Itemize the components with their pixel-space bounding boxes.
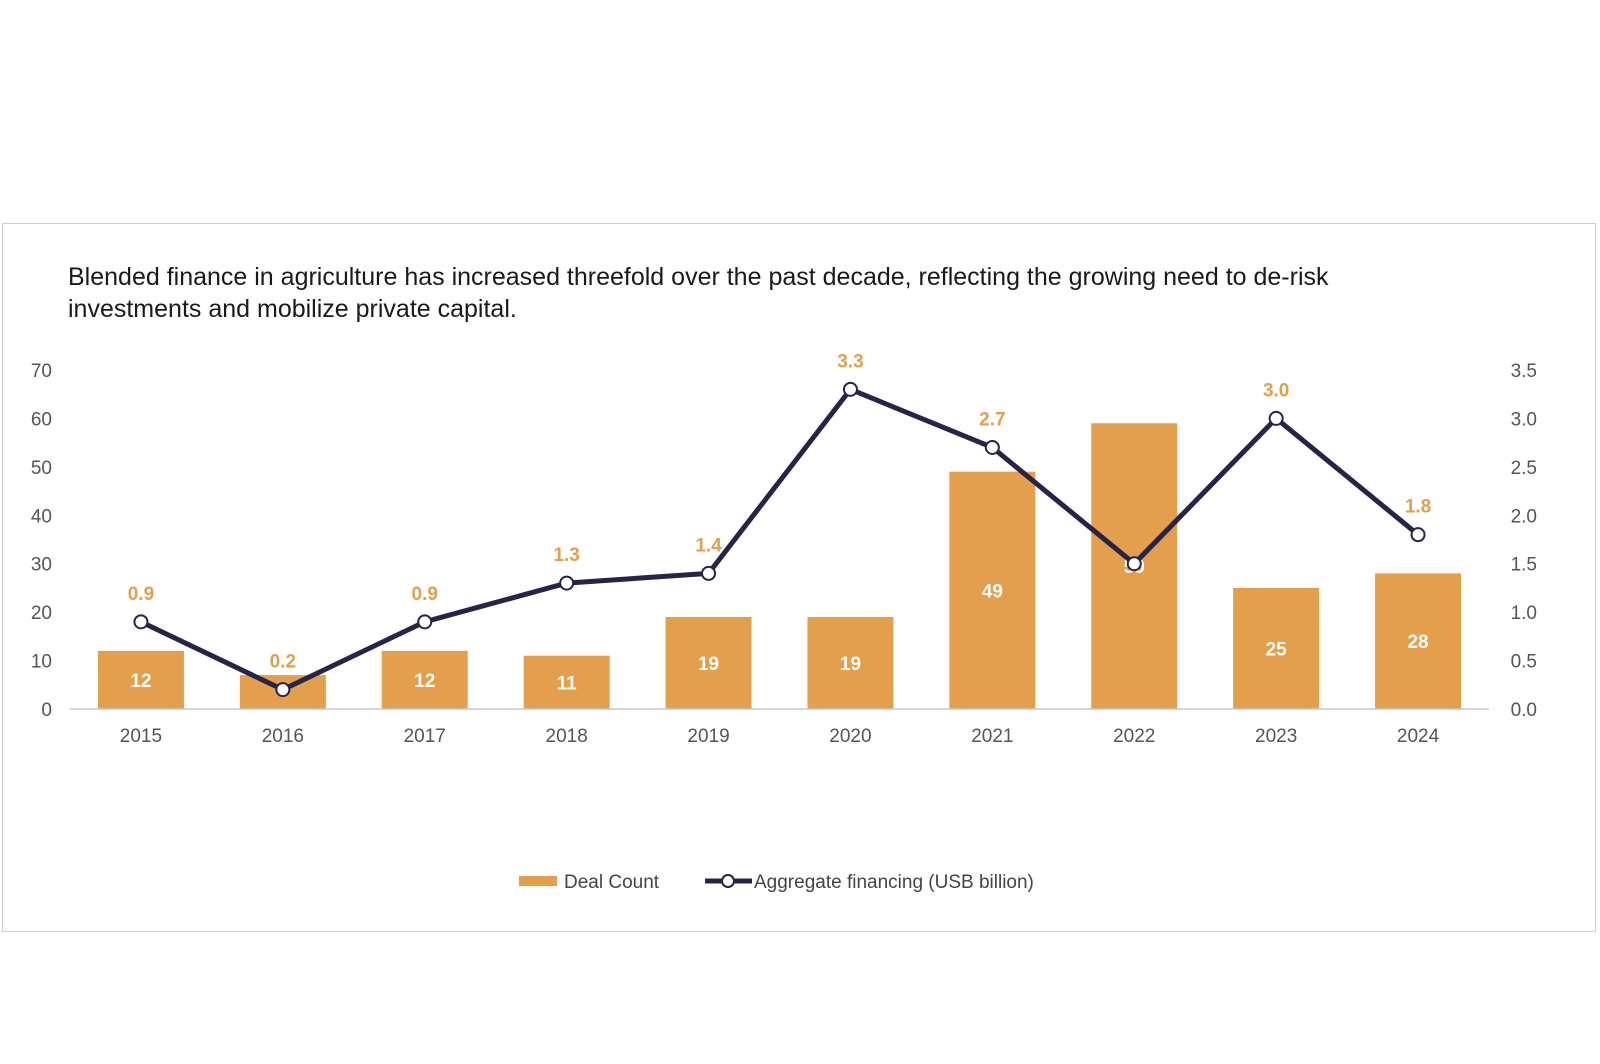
line-path bbox=[138, 386, 1421, 693]
right-y-tick-label: 3.5 bbox=[1511, 361, 1537, 382]
line-point-2020 bbox=[842, 381, 858, 397]
line-point-2015 bbox=[133, 614, 149, 630]
right-y-tick-label: 0.0 bbox=[1511, 700, 1537, 721]
right-y-tick-label: 2.5 bbox=[1511, 458, 1537, 479]
right-y-tick-label: 0.5 bbox=[1511, 652, 1537, 673]
line-series bbox=[133, 381, 1426, 698]
line-data-label: 0.2 bbox=[270, 652, 296, 673]
bar-2023 bbox=[1233, 587, 1320, 709]
bar-2024 bbox=[1375, 573, 1462, 709]
right-y-tick-label: 3.0 bbox=[1511, 409, 1537, 430]
bar-data-label: 12 bbox=[414, 671, 435, 692]
x-tick-label: 2024 bbox=[1397, 726, 1440, 747]
line-data-label: 2.7 bbox=[979, 409, 1005, 430]
x-tick-label: 2021 bbox=[971, 726, 1013, 747]
line-point-2023 bbox=[1268, 410, 1284, 426]
bar-data-label: 25 bbox=[1266, 639, 1288, 660]
legend-swatch-marker bbox=[721, 874, 735, 888]
x-tick-label: 2023 bbox=[1255, 726, 1297, 747]
x-tick-label: 2019 bbox=[687, 726, 729, 747]
legend-swatch-deal-count bbox=[519, 876, 557, 886]
bar-2020 bbox=[807, 616, 894, 709]
line-data-label: 3.3 bbox=[837, 351, 863, 372]
line-data-label: 3.0 bbox=[1263, 380, 1289, 401]
line-data-label: 1.8 bbox=[1405, 497, 1431, 518]
bar-data-label: 12 bbox=[130, 671, 151, 692]
bar-2021 bbox=[949, 471, 1036, 709]
legend: Deal Count Aggregate financing (USB bill… bbox=[519, 872, 1034, 893]
right-y-axis: 0.0 0.5 1.0 1.5 2.0 2.5 3.0 3.5 bbox=[1511, 361, 1537, 721]
bar-2019 bbox=[665, 616, 752, 709]
left-y-tick-label: 40 bbox=[31, 506, 52, 527]
left-y-tick-label: 10 bbox=[31, 652, 52, 673]
line-data-label: 1.3 bbox=[553, 545, 579, 566]
x-tick-label: 2016 bbox=[262, 726, 304, 747]
legend-label-aggregate-financing: Aggregate financing (USB billion) bbox=[754, 872, 1034, 893]
bar-series bbox=[97, 423, 1462, 709]
line-data-label: 0.9 bbox=[128, 584, 154, 605]
legend-label-deal-count: Deal Count bbox=[564, 872, 660, 893]
line-point-2022 bbox=[1126, 556, 1142, 572]
bar-data-label: 11 bbox=[557, 673, 578, 694]
x-tick-label: 2018 bbox=[546, 726, 588, 747]
line-point-2017 bbox=[417, 614, 433, 630]
left-y-axis: 0 10 20 30 40 50 60 70 bbox=[31, 361, 52, 721]
bar-2018 bbox=[523, 655, 610, 709]
bar-data-label: 49 bbox=[982, 581, 1003, 602]
bar-data-label: 19 bbox=[698, 654, 719, 675]
bar-2015 bbox=[97, 650, 184, 709]
x-axis: 2015 2016 2017 2018 2019 2020 2021 2022 2023 2024 bbox=[120, 726, 1440, 747]
left-y-tick-label: 30 bbox=[31, 555, 52, 576]
chart-title: Blended finance in agriculture has incre… bbox=[68, 263, 1329, 323]
x-tick-label: 2017 bbox=[404, 726, 446, 747]
right-y-tick-label: 2.0 bbox=[1511, 506, 1537, 527]
line-point-2016 bbox=[275, 682, 291, 698]
line-point-2018 bbox=[559, 575, 575, 591]
line-point-2021 bbox=[984, 439, 1000, 455]
x-tick-label: 2015 bbox=[120, 726, 162, 747]
line-data-label: 1.4 bbox=[695, 535, 722, 556]
line-data-label: 0.9 bbox=[412, 584, 438, 605]
left-y-tick-label: 50 bbox=[31, 458, 52, 479]
left-y-tick-label: 60 bbox=[31, 409, 52, 430]
bar-data-label: 28 bbox=[1407, 632, 1428, 653]
right-y-tick-label: 1.5 bbox=[1511, 555, 1537, 576]
line-point-2019 bbox=[701, 565, 717, 581]
left-y-tick-label: 70 bbox=[31, 361, 52, 382]
chart-frame bbox=[2, 223, 1596, 932]
bar-data-label: 19 bbox=[840, 654, 861, 675]
line-point-2024 bbox=[1410, 527, 1426, 543]
left-y-tick-label: 20 bbox=[31, 603, 52, 624]
x-tick-label: 2022 bbox=[1113, 726, 1155, 747]
line-data-labels: 0.9 0.2 0.9 1.3 1.4 3.3 2.7 3.0 1.8 bbox=[128, 351, 1432, 672]
bar-2017 bbox=[381, 650, 468, 709]
x-tick-label: 2020 bbox=[829, 726, 871, 747]
right-y-tick-label: 1.0 bbox=[1511, 603, 1537, 624]
left-y-tick-label: 0 bbox=[41, 700, 52, 721]
